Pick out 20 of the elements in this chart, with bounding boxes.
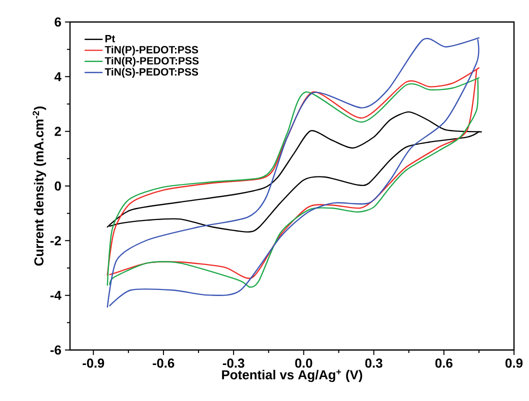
- x-tick-label: -0.9: [82, 358, 104, 368]
- legend-label: TiN(S)-PEDOT:PSS: [104, 68, 198, 78]
- x-tick-label: -0.3: [222, 358, 244, 368]
- x-tick-label: 0.9: [505, 358, 523, 368]
- x-tick-label: -0.6: [152, 358, 174, 368]
- y-tick-label: -6: [50, 345, 62, 355]
- y-axis-title: Current density (mA.cm$^{-2}$): [32, 106, 46, 266]
- x-tick-label: 0.0: [295, 358, 312, 368]
- legend-label: TiN(P)-PEDOT:PSS: [104, 46, 198, 56]
- legend-label: TiN(R)-PEDOT:PSS: [104, 56, 199, 67]
- legend-label: Pt: [105, 35, 116, 42]
- x-axis-title: Potential vs Ag/Ag$^{+}$ (V): [222, 370, 362, 382]
- y-tick-label: -2: [50, 236, 61, 246]
- x-tick-label: 0.6: [435, 358, 452, 368]
- y-tick-label: 4: [54, 72, 62, 82]
- y-tick-label: 6: [54, 17, 62, 27]
- y-tick-label: -4: [50, 290, 62, 300]
- y-tick-label: 2: [54, 126, 61, 136]
- y-tick-label: 0: [54, 181, 61, 191]
- x-tick-label: 0.3: [365, 358, 382, 368]
